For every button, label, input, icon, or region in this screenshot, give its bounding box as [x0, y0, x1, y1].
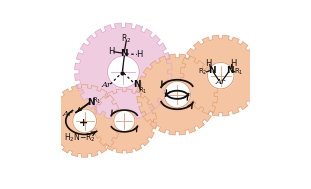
Circle shape: [114, 110, 135, 132]
Text: H: H: [136, 50, 142, 59]
Circle shape: [107, 56, 139, 88]
Polygon shape: [137, 54, 218, 135]
Polygon shape: [180, 35, 261, 116]
Circle shape: [207, 62, 234, 89]
Text: N: N: [120, 49, 128, 58]
Circle shape: [73, 109, 96, 133]
Text: N: N: [133, 80, 141, 89]
Text: R$_1$: R$_1$: [234, 67, 244, 77]
Text: Ar: Ar: [102, 81, 112, 89]
Text: H: H: [109, 46, 115, 56]
Text: H: H: [230, 59, 237, 68]
Text: R$_2$: R$_2$: [121, 33, 131, 45]
Text: Ar: Ar: [216, 78, 226, 86]
Text: R$_1$: R$_1$: [138, 86, 148, 96]
Text: H: H: [205, 59, 211, 68]
Polygon shape: [75, 23, 172, 121]
Text: +: +: [79, 118, 88, 128]
Text: Ar: Ar: [63, 110, 73, 118]
Circle shape: [164, 81, 191, 108]
Text: N: N: [226, 66, 234, 75]
Text: N: N: [87, 98, 95, 107]
Text: H$_2$N$-$R$_2$: H$_2$N$-$R$_2$: [64, 132, 96, 144]
Text: R$_1$: R$_1$: [92, 96, 101, 106]
Text: R$_2$: R$_2$: [197, 67, 207, 77]
Text: N: N: [208, 66, 216, 75]
Polygon shape: [92, 89, 156, 153]
Polygon shape: [48, 85, 121, 157]
